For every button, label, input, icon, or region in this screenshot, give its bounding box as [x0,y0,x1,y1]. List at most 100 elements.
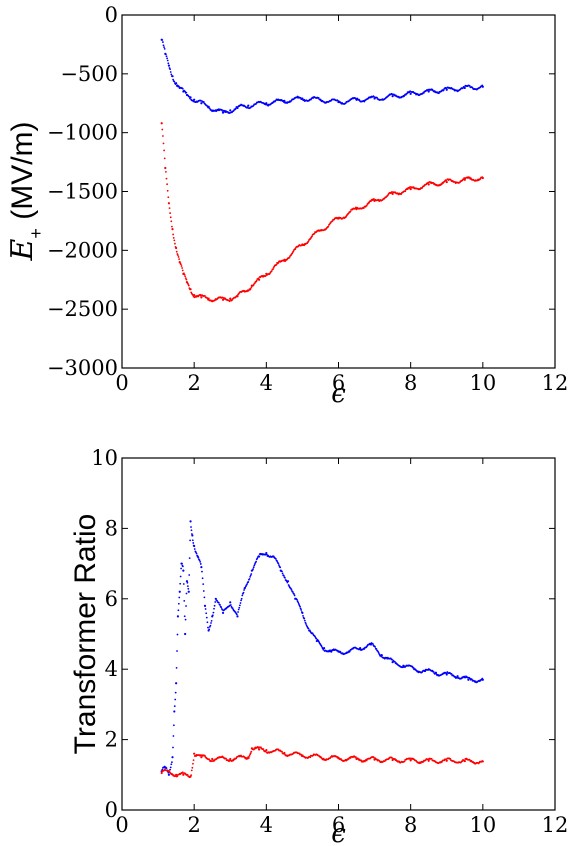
data-point [434,672,437,675]
data-point [180,567,182,570]
data-point [481,84,484,87]
data-point [228,300,231,303]
data-point [167,196,170,199]
data-point [161,41,164,43]
data-point [169,68,172,71]
y-tick-label: −1500 [47,180,118,204]
data-point [163,47,166,50]
data-point [177,609,180,612]
data-point [161,128,164,131]
data-point [430,758,433,760]
data-point [481,677,484,680]
data-point [189,776,191,779]
x-tick-label: 4 [260,371,273,395]
data-point [202,583,205,586]
x-tick-label: 4 [260,813,273,837]
data-point [318,98,321,101]
data-point [409,92,412,95]
data-point [231,607,234,610]
data-point [286,581,289,584]
data-point [246,583,248,585]
data-point [200,102,203,105]
data-point [165,55,168,58]
data-point [391,192,394,195]
data-point [313,232,316,235]
data-point [170,220,173,223]
data-point [303,617,306,620]
data-point [299,607,302,610]
data-point [243,589,245,591]
data-point [184,275,187,278]
data-point [249,574,252,577]
y-axis-label: E+ (MV/m) [5,121,46,261]
data-point [171,225,173,228]
data-point [375,647,378,650]
data-point [184,277,187,280]
data-point [240,599,242,602]
data-point [394,661,396,663]
data-point [309,756,312,759]
data-point [253,564,256,567]
data-point [174,691,177,694]
data-point [463,86,466,88]
data-point [171,75,173,77]
data-point [467,678,470,681]
data-point [211,614,214,617]
data-point [178,590,181,593]
data-point [180,265,183,267]
data-point [169,216,172,219]
data-point [445,180,448,184]
data-point [195,551,197,554]
data-point [173,710,176,713]
data-point [288,585,291,588]
data-point [169,212,172,214]
data-point [272,555,274,558]
chart-panel-1: 0 2 4 6 8 10 12 −3000 −2500 −2000 −1500 −1000 −500 0 ϵ… [5,3,568,409]
data-point [171,756,174,759]
data-point [255,279,258,282]
x-tick-label: 10 [469,371,496,395]
data-point [423,670,426,673]
data-point [189,539,192,542]
data-point [199,563,202,565]
data-point [203,604,207,607]
data-point [445,759,448,762]
data-point [278,564,280,567]
data-point [204,295,206,297]
data-point [166,189,169,192]
data-point [249,752,252,754]
data-point [190,529,193,532]
data-point [250,286,253,289]
data-point [175,682,178,685]
data-point [256,557,259,560]
data-point [300,609,303,611]
data-point [191,766,194,769]
data-point [176,775,179,778]
x-tick-label: 8 [404,371,417,395]
data-point [177,602,180,605]
data-point [173,80,176,83]
data-point [232,759,235,762]
data-point [391,658,393,661]
data-point [311,235,313,238]
data-point [235,613,238,616]
y-tick-label: 4 [105,657,118,681]
data-point [187,587,190,590]
data-point [373,95,375,98]
data-point [307,627,310,630]
data-point [275,263,278,266]
data-point [284,576,286,579]
data-point [249,287,252,290]
data-point [179,575,182,578]
x-tick-label: 0 [115,371,128,395]
data-point [200,756,203,759]
data-point [252,568,255,570]
data-point [207,626,209,629]
data-point [176,650,178,652]
data-point [311,632,314,635]
data-point [185,91,188,94]
data-point [185,580,189,583]
data-point [170,763,173,766]
data-point [279,566,282,569]
